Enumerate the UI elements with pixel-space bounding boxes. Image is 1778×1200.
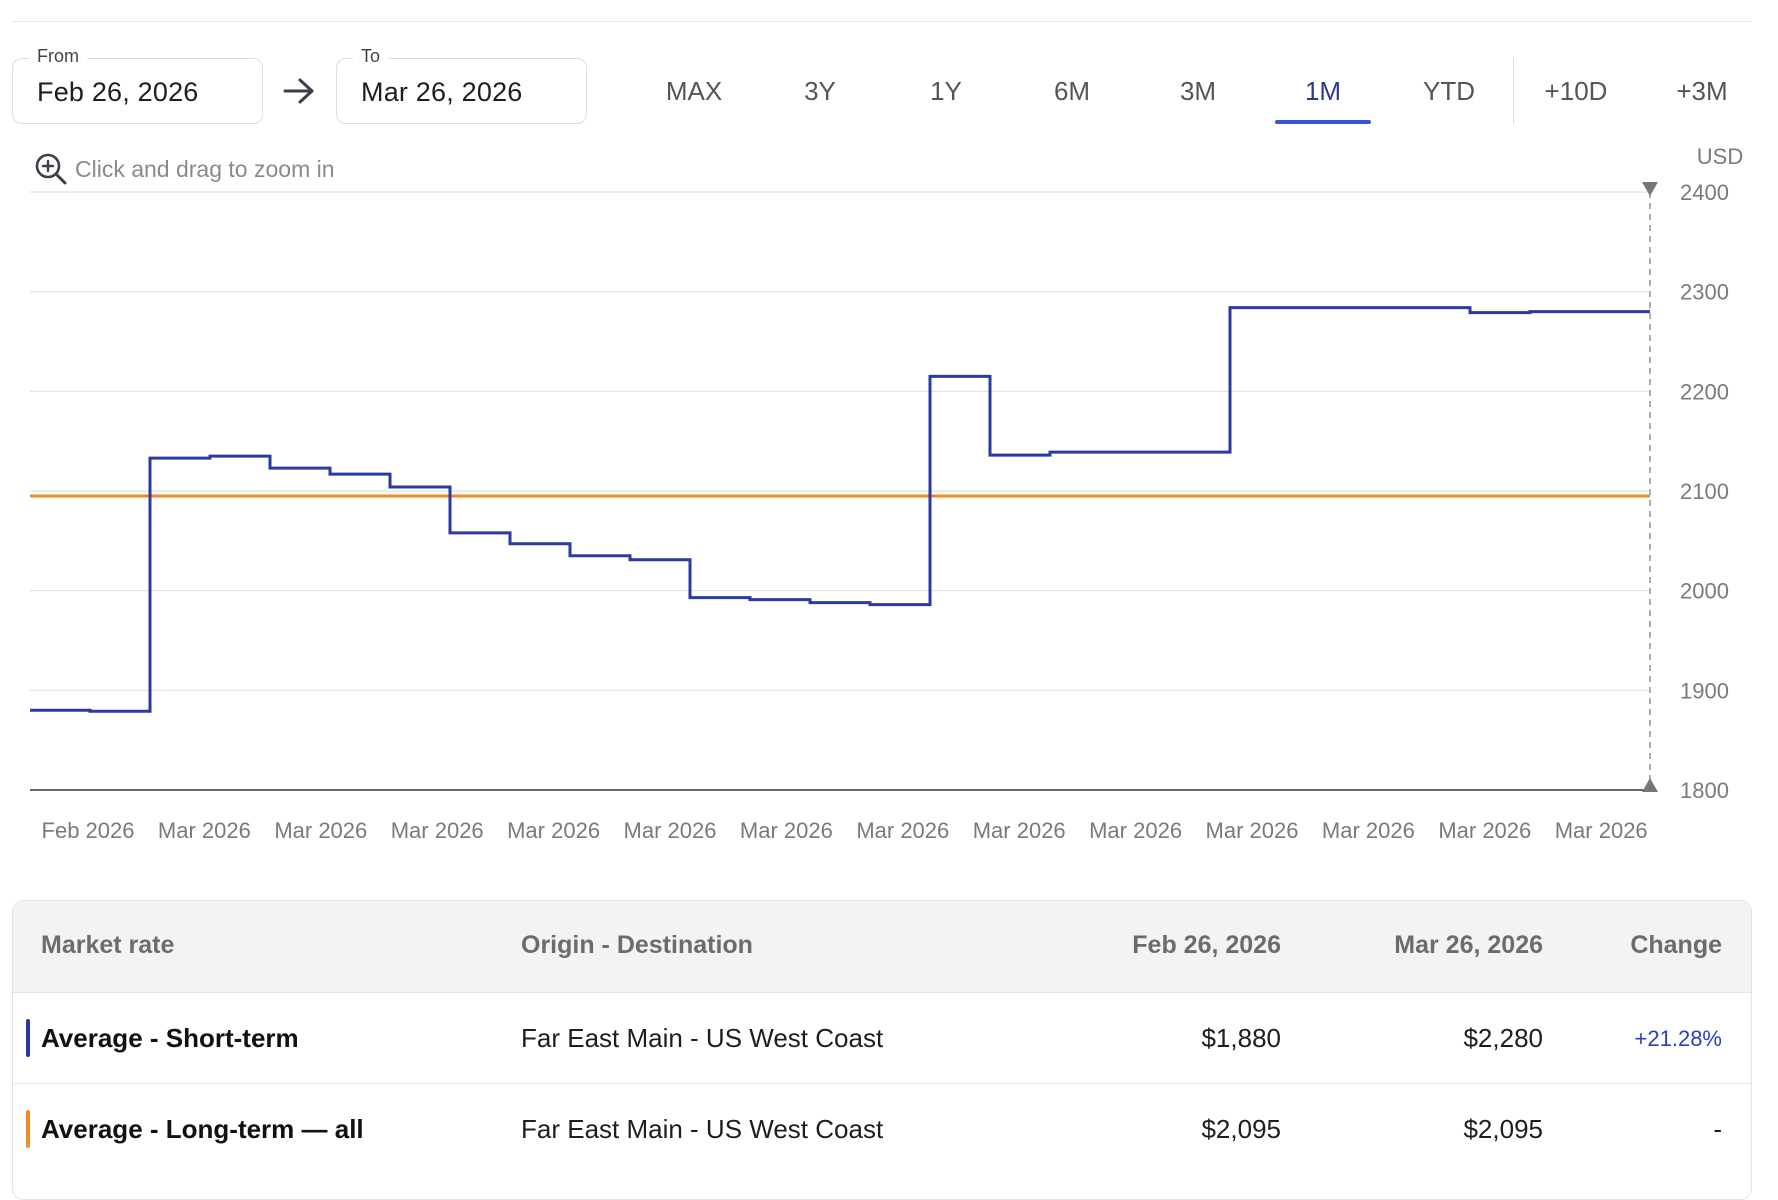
- x-tick-label: Mar 2026: [856, 818, 949, 843]
- zoom-hint: Click and drag to zoom in: [75, 156, 335, 182]
- row-change: -: [1713, 1114, 1722, 1144]
- table-row[interactable]: Average - Short-term Far East Main - US …: [13, 993, 1751, 1083]
- series-line[interactable]: [30, 306, 1650, 713]
- x-tick-label: Mar 2026: [507, 818, 600, 843]
- x-tick-label: Mar 2026: [973, 818, 1066, 843]
- x-tick-label: Mar 2026: [391, 818, 484, 843]
- header-start-date: Feb 26, 2026: [1132, 931, 1281, 959]
- tab-plus-3m[interactable]: +3M: [1676, 76, 1728, 106]
- rate-chart[interactable]: 2400 2300 2200 2100 2000 1900 1800 Feb 2026 Mar…: [0, 140, 1778, 860]
- x-tick-label: Mar 2026: [158, 818, 251, 843]
- x-tick-label: Mar 2026: [1206, 818, 1299, 843]
- row-start-value: $1,880: [1201, 1023, 1281, 1053]
- tab-6m[interactable]: 6M: [1053, 76, 1091, 106]
- tab-divider: [1513, 58, 1514, 124]
- tab-1y[interactable]: 1Y: [930, 76, 962, 106]
- arrow-right-icon: [283, 78, 314, 104]
- top-divider: [12, 21, 1752, 22]
- row-market-rate: Average - Short-term: [41, 1023, 299, 1053]
- row-route: Far East Main - US West Coast: [521, 1114, 884, 1144]
- to-date-label: To: [353, 46, 389, 67]
- row-route: Far East Main - US West Coast: [521, 1023, 884, 1053]
- from-date-label: From: [29, 46, 87, 67]
- tab-3m[interactable]: 3M: [1179, 76, 1217, 106]
- x-tick-label: Mar 2026: [1555, 818, 1648, 843]
- tab-ytd[interactable]: YTD: [1423, 76, 1475, 106]
- y-tick-label: 1800: [1680, 778, 1729, 803]
- header-end-date: Mar 26, 2026: [1394, 931, 1543, 959]
- from-date-field[interactable]: From Feb 26, 2026: [12, 46, 263, 124]
- to-date-field[interactable]: To Mar 26, 2026: [336, 46, 587, 124]
- x-tick-label: Mar 2026: [1322, 818, 1415, 843]
- y-tick-label: 2400: [1680, 180, 1729, 205]
- y-tick-label: 2000: [1680, 579, 1729, 604]
- cursor-marker: [1642, 182, 1658, 792]
- header-market-rate: Market rate: [41, 931, 175, 959]
- zoom-in-icon: [35, 153, 67, 185]
- x-tick-label: Mar 2026: [740, 818, 833, 843]
- x-tick-label: Feb 2026: [42, 818, 135, 843]
- series-layer: [30, 306, 1650, 713]
- y-tick-label: 2300: [1680, 280, 1729, 305]
- series-color-swatch: [26, 1110, 30, 1148]
- y-tick-labels: 2400 2300 2200 2100 2000 1900 1800: [1680, 180, 1729, 803]
- header-change: Change: [1630, 931, 1722, 959]
- y-tick-label: 2100: [1680, 479, 1729, 504]
- table-header: Market rate Origin - Destination Feb 26,…: [13, 901, 1751, 993]
- rates-table: Market rate Origin - Destination Feb 26,…: [12, 900, 1752, 1200]
- y-tick-label: 2200: [1680, 379, 1729, 404]
- row-market-rate: Average - Long-term — all: [41, 1114, 364, 1144]
- to-date-value: Mar 26, 2026: [361, 77, 523, 107]
- row-end-value: $2,280: [1463, 1023, 1543, 1053]
- cursor-top-triangle: [1642, 182, 1658, 196]
- y-unit-label: USD: [1697, 144, 1743, 169]
- x-tick-labels: Feb 2026 Mar 2026 Mar 2026 Mar 2026 Mar 2026…: [42, 818, 1648, 843]
- x-tick-label: Mar 2026: [1438, 818, 1531, 843]
- x-tick-label: Mar 2026: [624, 818, 717, 843]
- x-tick-label: Mar 2026: [274, 818, 367, 843]
- tab-max[interactable]: MAX: [665, 76, 723, 106]
- cursor-bottom-triangle: [1642, 778, 1658, 792]
- grid-layer: [30, 191, 1650, 791]
- tab-plus-10d[interactable]: +10D: [1544, 76, 1608, 106]
- row-end-value: $2,095: [1463, 1114, 1543, 1144]
- table-row[interactable]: Average - Long-term — all Far East Main …: [13, 1083, 1751, 1173]
- tab-1m[interactable]: 1M: [1268, 60, 1378, 124]
- y-tick-label: 1900: [1680, 678, 1729, 703]
- row-change: +21.28%: [1634, 1026, 1722, 1051]
- x-tick-label: Mar 2026: [1089, 818, 1182, 843]
- series-color-swatch: [26, 1019, 30, 1057]
- from-date-value: Feb 26, 2026: [37, 77, 199, 107]
- row-start-value: $2,095: [1201, 1114, 1281, 1144]
- header-origin-destination: Origin - Destination: [521, 931, 753, 959]
- tab-3y[interactable]: 3Y: [804, 76, 836, 106]
